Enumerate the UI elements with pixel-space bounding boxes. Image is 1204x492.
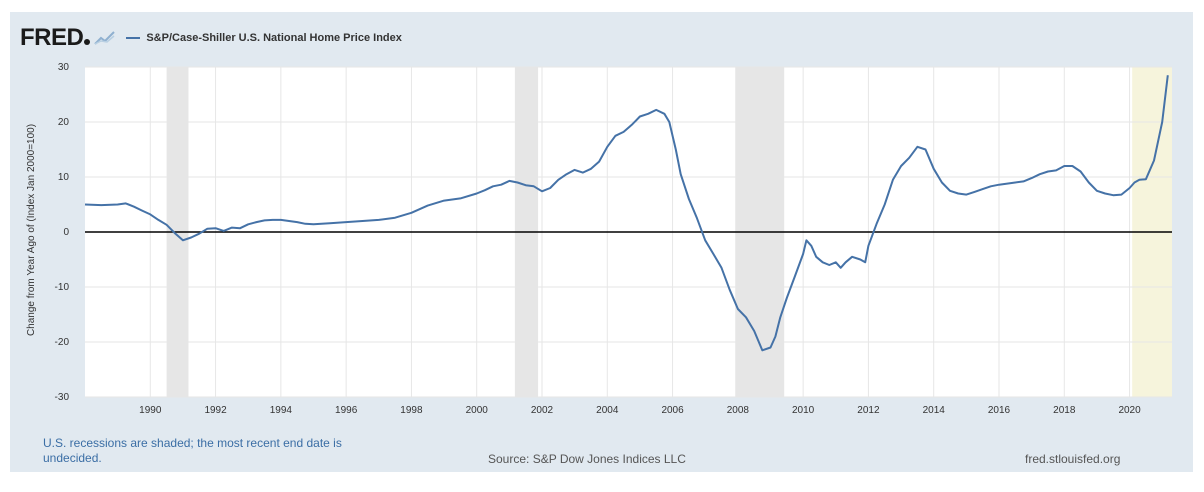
source-text: Source: S&P Dow Jones Indices LLC xyxy=(488,452,686,466)
x-tick-label: 2016 xyxy=(988,405,1011,416)
y-tick-label: 20 xyxy=(58,117,70,128)
y-tick-label: 30 xyxy=(58,62,70,73)
series-label: S&P/Case-Shiller U.S. National Home Pric… xyxy=(146,32,402,44)
x-tick-label: 1992 xyxy=(204,405,227,416)
x-tick-label: 2008 xyxy=(727,405,750,416)
x-tick-label: 1994 xyxy=(270,405,293,416)
series-line-0 xyxy=(84,75,1169,352)
y-axis-title: Change from Year Ago of (Index Jan 2000=… xyxy=(26,124,37,336)
y-tick-label: -20 xyxy=(55,337,70,348)
x-tick-label: 1998 xyxy=(400,405,423,416)
y-tick-label: -30 xyxy=(55,392,70,403)
x-tick-label: 2004 xyxy=(596,405,619,416)
y-tick-label: -10 xyxy=(55,282,70,293)
y-tick-label: 10 xyxy=(58,172,70,183)
x-tick-label: 1990 xyxy=(139,405,162,416)
x-tick-label: 2000 xyxy=(466,405,489,416)
x-tick-label: 2012 xyxy=(857,405,880,416)
x-tick-label: 1996 xyxy=(335,405,358,416)
recession-note: U.S. recessions are shaded; the most rec… xyxy=(43,436,342,465)
x-tick-label: 2002 xyxy=(531,405,554,416)
chart-header: FRED S&P/Case-Shiller U.S. National Home… xyxy=(20,22,402,54)
x-tick-label: 2014 xyxy=(923,405,946,416)
y-tick-label: 0 xyxy=(63,227,69,238)
source-url[interactable]: fred.stlouisfed.org xyxy=(1025,452,1121,466)
x-tick-label: 2018 xyxy=(1053,405,1076,416)
x-tick-label: 2020 xyxy=(1118,405,1141,416)
fred-graph-icon xyxy=(94,31,116,45)
x-tick-label: 2010 xyxy=(792,405,815,416)
x-tick-label: 2006 xyxy=(661,405,684,416)
fred-logo[interactable]: FRED xyxy=(20,24,91,52)
series-swatch xyxy=(126,37,141,39)
